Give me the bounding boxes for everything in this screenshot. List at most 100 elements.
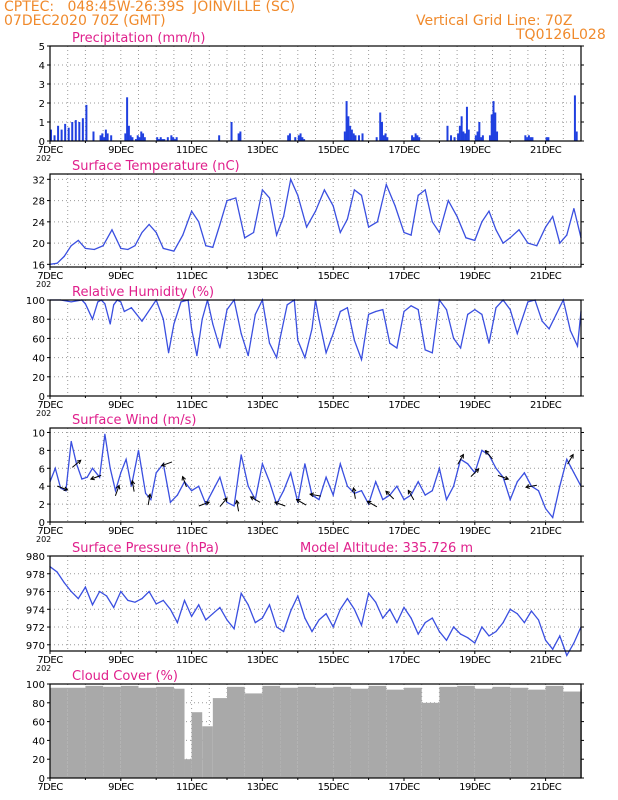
precip-bar xyxy=(156,137,159,141)
x-tick-label: 19DEC xyxy=(459,400,491,411)
data-point xyxy=(212,246,214,248)
run-date-header: 07DEC2020 70Z (GMT) xyxy=(4,13,166,29)
precip-bar xyxy=(467,129,470,141)
data-point xyxy=(481,449,483,451)
x-tick-label: 9DEC xyxy=(108,271,134,282)
wind-arrow-shaft xyxy=(457,454,464,465)
wind-arrow-head xyxy=(366,500,372,506)
x-tick-label: 15DEC xyxy=(318,145,350,156)
data-point xyxy=(353,189,356,191)
wind-arrow-shaft xyxy=(309,493,322,497)
data-point xyxy=(244,237,246,239)
wind-arrow-head xyxy=(181,475,186,481)
precip-bar xyxy=(352,133,355,141)
precip-bar xyxy=(237,133,240,141)
precip-bar xyxy=(349,125,352,141)
wind-arrow-head xyxy=(89,475,95,481)
data-point xyxy=(137,449,140,451)
y-tick-label: 976 xyxy=(26,588,45,599)
wind-arrow xyxy=(160,461,173,467)
data-point xyxy=(98,476,101,478)
precip-bar xyxy=(288,133,291,141)
cloud-bar xyxy=(173,688,185,778)
data-point xyxy=(191,615,193,617)
data-point xyxy=(559,242,561,244)
x-tick-label: 13DEC xyxy=(247,655,279,666)
data-point xyxy=(438,630,440,633)
precip-bar xyxy=(380,122,383,141)
data-point xyxy=(481,626,483,628)
x-tick-label: 9DEC xyxy=(108,655,134,666)
data-point xyxy=(346,218,348,220)
x-tick-label: 17DEC xyxy=(388,782,420,793)
y-tick-label: 2 xyxy=(39,99,45,110)
data-point xyxy=(311,630,313,633)
cloud-bar xyxy=(156,686,174,778)
data-point xyxy=(424,621,426,624)
data-point xyxy=(212,490,214,492)
data-point xyxy=(467,637,469,639)
cloud-bar xyxy=(368,685,387,778)
data-point xyxy=(254,621,256,624)
precip-bar xyxy=(161,139,164,141)
data-point xyxy=(509,237,511,239)
y-tick-label: 972 xyxy=(26,623,45,634)
data-point xyxy=(424,494,426,496)
cloud-bar xyxy=(527,689,546,778)
x-tick-label: 11DEC xyxy=(176,145,208,156)
precip-bar xyxy=(157,139,160,141)
station-header: CPTEC: 048:45W-26:39S JOINVILLE (SC) xyxy=(4,0,296,15)
precip-bar xyxy=(450,135,453,141)
cloud-bar xyxy=(315,687,334,778)
precip-bar xyxy=(134,139,137,141)
data-point xyxy=(198,604,200,606)
wind-arrow-shaft xyxy=(219,497,228,507)
vertical-grid-label: Vertical Grid Line: 70Z xyxy=(416,13,573,29)
x-tick-label: 21DEC xyxy=(530,145,562,156)
wind-arrow-head xyxy=(504,475,510,481)
precip-bar xyxy=(50,129,52,141)
data-point xyxy=(431,221,433,223)
data-point xyxy=(233,505,235,507)
wind-arrow xyxy=(470,468,480,478)
cloud-bar xyxy=(350,688,369,778)
data-point xyxy=(104,303,106,305)
precip-bar xyxy=(159,137,162,141)
data-point xyxy=(438,231,440,234)
precip-bar xyxy=(138,137,141,141)
x-tick-label: 9DEC xyxy=(108,400,134,411)
data-point xyxy=(176,494,179,496)
precip-bar xyxy=(294,137,297,141)
data-point xyxy=(509,608,511,610)
data-point xyxy=(495,229,497,231)
data-point xyxy=(325,613,327,615)
precip-bar xyxy=(386,137,389,141)
x-tick-label: 19DEC xyxy=(459,655,491,666)
x-tick-label: 13DEC xyxy=(247,782,279,793)
x-tick-label: 7DEC xyxy=(37,145,63,156)
data-point xyxy=(375,481,377,483)
y-tick-label: 974 xyxy=(26,605,45,616)
data-point xyxy=(191,490,193,492)
precip-bar xyxy=(527,135,530,141)
data-point xyxy=(219,476,221,478)
x-tick-label: 11DEC xyxy=(176,271,208,282)
x-tick-label: 7DEC xyxy=(37,400,63,411)
precip-bar xyxy=(103,137,106,141)
data-point xyxy=(339,463,341,465)
product-code: TQ0126L028 xyxy=(516,27,606,43)
data-point xyxy=(389,608,391,610)
precip-bar xyxy=(143,137,146,141)
data-point xyxy=(84,303,86,305)
data-point xyxy=(247,485,249,487)
panel-frame xyxy=(49,427,582,523)
precip-bar xyxy=(110,135,113,141)
data-point xyxy=(104,433,106,435)
data-point xyxy=(368,592,370,594)
precip-bar xyxy=(460,116,463,141)
data-point xyxy=(169,501,171,503)
wind-arrow-shaft xyxy=(525,484,537,488)
precip-bar xyxy=(531,137,534,141)
x-tick-label: 17DEC xyxy=(388,655,420,666)
data-point xyxy=(134,245,136,247)
